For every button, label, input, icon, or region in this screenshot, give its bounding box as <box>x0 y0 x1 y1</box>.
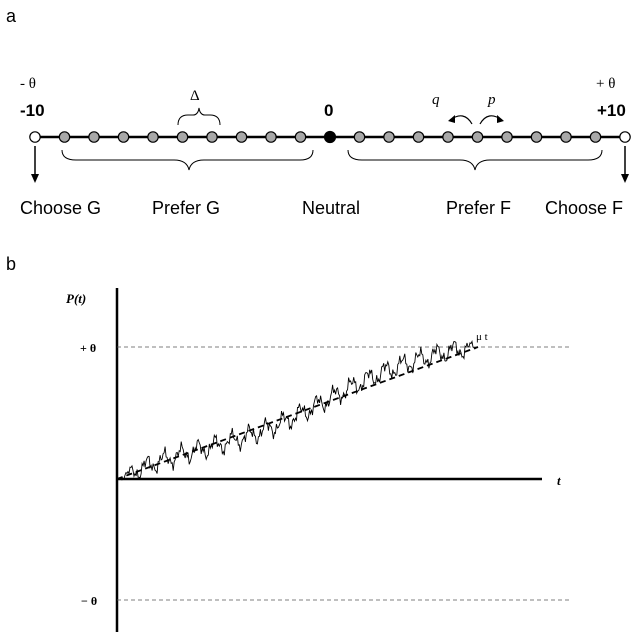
state-node <box>176 131 189 143</box>
panel-b-label: b <box>6 254 16 274</box>
boundary-node <box>619 131 631 143</box>
choose-f-arrowhead <box>621 174 629 183</box>
prefer-g-label: Prefer G <box>152 198 220 218</box>
state-node <box>560 131 572 143</box>
prefer-f-brace <box>347 149 603 171</box>
state-node <box>383 131 395 143</box>
delta-label: Δ <box>190 88 200 104</box>
state-node <box>117 131 130 143</box>
state-node <box>442 131 454 143</box>
q-arrowhead <box>448 115 455 123</box>
state-node <box>294 131 307 143</box>
center-value-label: 0 <box>324 101 333 120</box>
state-node <box>471 131 484 143</box>
state-node <box>206 131 218 143</box>
state-node <box>265 131 277 143</box>
p-arrowhead <box>497 115 504 123</box>
q-label: q <box>432 92 440 108</box>
state-node <box>353 131 366 143</box>
right-value-label: +10 <box>597 101 626 120</box>
x-axis-label: t <box>557 473 561 488</box>
state-node <box>235 131 248 143</box>
choose-g-arrowhead <box>31 174 39 183</box>
choose-g-label: Choose G <box>20 198 101 218</box>
panel-a-label: a <box>6 6 17 26</box>
state-node <box>147 131 159 143</box>
y-axis-label: P(t) <box>66 291 86 306</box>
state-node <box>501 131 513 143</box>
prefer-g-brace <box>61 149 314 171</box>
state-nodes <box>29 130 631 144</box>
neutral-label: Neutral <box>302 198 360 218</box>
delta-bracket <box>177 107 221 126</box>
state-node <box>58 131 71 143</box>
pos-threshold-label: + θ <box>80 341 96 355</box>
left-threshold-label: - θ <box>20 76 36 92</box>
choose-f-label: Choose F <box>545 198 623 218</box>
prefer-f-label: Prefer F <box>446 198 511 218</box>
left-value-label: -10 <box>20 101 45 120</box>
random-walk-path <box>116 340 479 481</box>
p-label: p <box>487 92 496 108</box>
neutral-node <box>323 130 337 144</box>
state-node <box>88 131 100 143</box>
state-node <box>412 131 425 143</box>
neg-threshold-label: − θ <box>81 594 97 608</box>
state-node <box>589 131 602 143</box>
state-node <box>530 131 543 143</box>
boundary-node <box>29 131 41 143</box>
right-threshold-label: + θ <box>596 76 615 92</box>
drift-label: μ t <box>476 331 488 343</box>
